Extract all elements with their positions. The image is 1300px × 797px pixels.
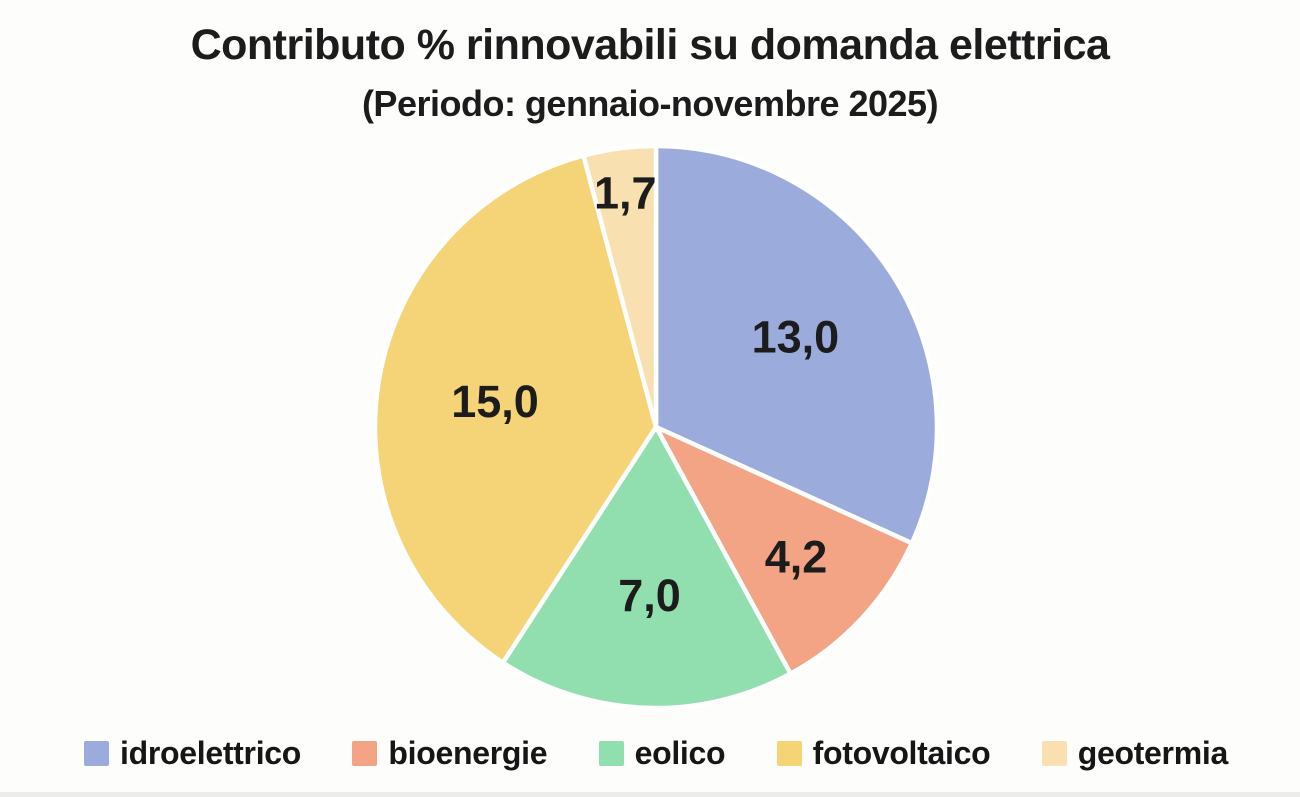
legend-label-geotermia: geotermia bbox=[1077, 734, 1229, 771]
legend-swatch-idroelettrico bbox=[84, 740, 109, 766]
pie-slice-fotovoltaico bbox=[372, 153, 659, 665]
legend-item-eolico: eolico bbox=[598, 734, 726, 772]
legend-item-fotovoltaico: fotovoltaico bbox=[776, 734, 991, 772]
pie-slice-eolico bbox=[500, 424, 793, 711]
legend-swatch-eolico bbox=[598, 740, 624, 766]
legend-item-bioenergie: bioenergie bbox=[352, 734, 548, 772]
slice-value-geotermia: 1,7 bbox=[594, 168, 657, 219]
slice-value-eolico: 7,0 bbox=[618, 570, 681, 621]
slice-value-bioenergie: 4,2 bbox=[765, 532, 828, 583]
legend-label-fotovoltaico: fotovoltaico bbox=[812, 734, 991, 771]
chart-legend: idroelettrico bioenergie eolico fotovoltaic… bbox=[84, 728, 1228, 778]
chart-title: Contributo % rinnovabili su domanda elet… bbox=[190, 21, 1110, 69]
pie-slice-bioenergie bbox=[653, 424, 915, 676]
legend-label-bioenergie: bioenergie bbox=[388, 734, 548, 771]
chart-subtitle: (Periodo: gennaio-novembre 2025) bbox=[361, 83, 939, 124]
legend-label-eolico: eolico bbox=[634, 734, 726, 771]
legend-swatch-bioenergie bbox=[352, 740, 378, 766]
legend-item-idroelettrico: idroelettrico bbox=[84, 735, 301, 772]
slice-value-fotovoltaico: 15,0 bbox=[451, 376, 539, 427]
pie-slice-geotermia bbox=[581, 143, 659, 430]
legend-swatch-fotovoltaico bbox=[776, 740, 802, 766]
legend-swatch-geotermia bbox=[1041, 740, 1067, 766]
legend-label-idroelettrico: idroelettrico bbox=[120, 734, 302, 771]
pie-slice-idroelettrico bbox=[653, 143, 940, 546]
bottom-edge-shadow bbox=[0, 792, 1300, 797]
slice-value-idroelettrico: 13,0 bbox=[752, 312, 840, 363]
legend-item-geotermia: geotermia bbox=[1041, 734, 1229, 772]
